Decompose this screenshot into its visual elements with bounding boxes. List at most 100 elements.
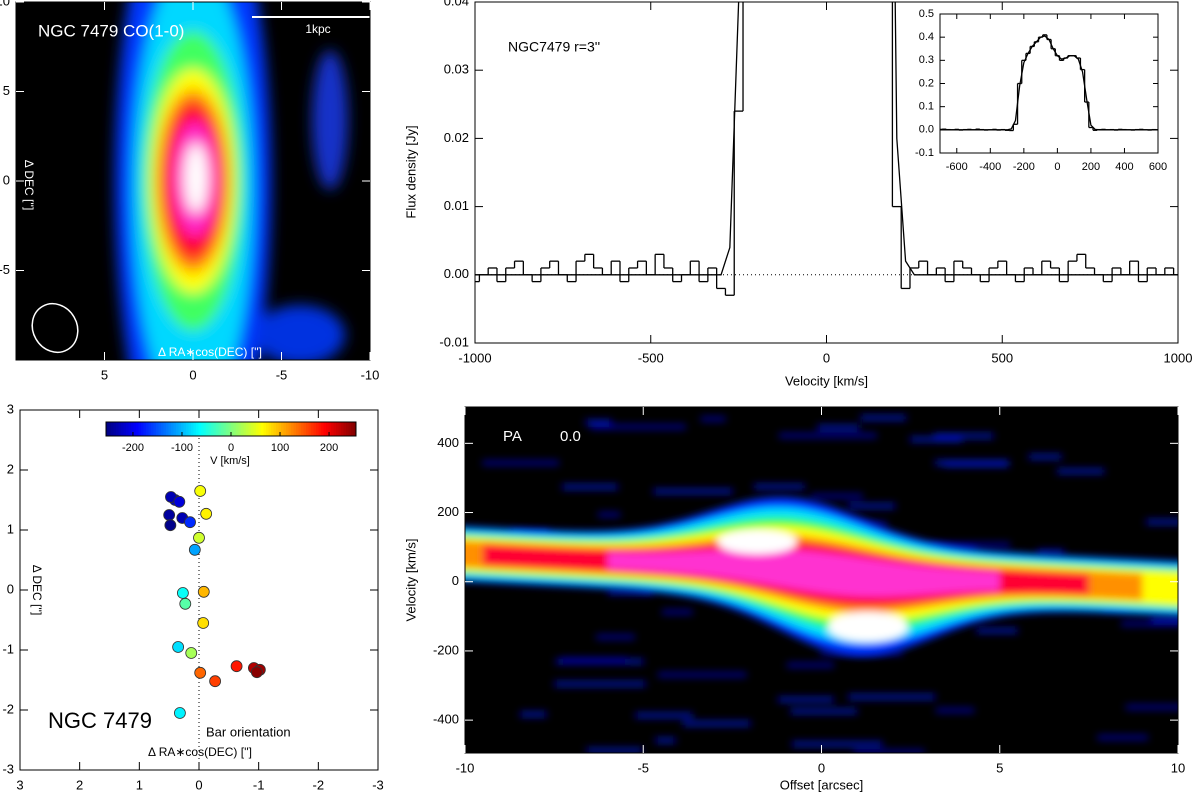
noise-streak	[778, 433, 877, 439]
pv-diagram	[465, 415, 1178, 753]
colorbar-segment	[148, 422, 152, 436]
colorbar-segment	[133, 422, 137, 436]
noise-streak	[817, 425, 860, 431]
intensity-contour	[184, 143, 208, 213]
noise-streak	[790, 708, 858, 714]
x-tick-label: 0	[818, 760, 825, 775]
noise-streak	[753, 484, 805, 490]
colorbar-segment	[128, 422, 132, 436]
colorbar-segment	[156, 422, 159, 436]
velocity-point	[194, 666, 207, 679]
y-axis-label: Flux density [Jy]	[403, 125, 418, 218]
x-tick-label: -400	[979, 161, 1001, 173]
colorbar-segment	[173, 422, 177, 436]
x-axis-label: Velocity [km/s]	[785, 373, 868, 388]
y-axis-label: Δ DEC ['']	[30, 565, 44, 616]
noise-streak	[655, 737, 676, 743]
velocity-point	[200, 507, 213, 520]
y-tick-label: 0.4	[919, 31, 934, 43]
y-tick-label: 10	[0, 0, 10, 8]
y-tick-label: 200	[437, 504, 459, 519]
colorbar-segment	[241, 422, 244, 436]
pa-label: PA	[503, 428, 522, 445]
colorbar-segment	[196, 422, 199, 436]
noise-streak	[934, 460, 1009, 466]
colorbar-segment	[351, 422, 354, 436]
y-tick-label: 0.00	[444, 266, 469, 281]
colorbar-segment	[208, 422, 212, 436]
colorbar-segment	[198, 422, 202, 436]
x-tick-label: 5	[996, 760, 1003, 775]
colorbar-segment	[298, 422, 302, 436]
x-tick-label: -5	[276, 367, 288, 382]
x-tick-label: 3	[16, 777, 23, 792]
colorbar-segment	[238, 422, 242, 436]
y-tick-label: 3	[7, 401, 14, 416]
x-tick-label: 0	[189, 367, 196, 382]
colorbar-segment	[333, 422, 337, 436]
noise-streak	[585, 419, 612, 425]
colorbar-segment	[178, 422, 182, 436]
colorbar-segment	[343, 422, 347, 436]
colorbar-segment	[176, 422, 179, 436]
y-axis-label: Velocity [km/s]	[403, 538, 418, 621]
y-tick-label: 0.04	[444, 0, 469, 8]
velocity-point	[209, 675, 222, 688]
colorbar-segment	[138, 422, 142, 436]
noise-streak	[596, 634, 635, 640]
colorbar-segment	[223, 422, 227, 436]
colorbar-segment	[311, 422, 314, 436]
noise-streak	[777, 697, 834, 703]
colorbar-segment	[188, 422, 192, 436]
points	[163, 485, 266, 719]
colorbar-segment	[331, 422, 334, 436]
colorbar-segment	[141, 422, 144, 436]
y-tick-label: 0.02	[444, 130, 469, 145]
colorbar-segment	[301, 422, 304, 436]
colorbar-segment	[266, 422, 269, 436]
colorbar-tick-label: 100	[271, 442, 289, 454]
y-tick-label: 0	[3, 172, 10, 187]
noise-streak	[635, 712, 693, 718]
colorbar-segment	[281, 422, 284, 436]
x-tick-label: 0	[823, 350, 830, 365]
colorbar-segment	[143, 422, 147, 436]
colorbar-tick-label: -200	[122, 442, 144, 454]
intensity-layers	[115, 2, 348, 360]
spectrum	[475, 2, 1178, 296]
colorbar-segment	[216, 422, 219, 436]
colorbar-tick-label: 200	[320, 442, 338, 454]
y-tick-label: 5	[3, 83, 10, 98]
colorbar-segment	[206, 422, 209, 436]
pa-value: 0.0	[560, 428, 581, 445]
colorbar-segment	[256, 422, 259, 436]
colorbar-segment	[243, 422, 247, 436]
pv-peak	[717, 529, 798, 554]
noise-streak	[597, 512, 621, 518]
pv-contour	[607, 548, 1000, 597]
noise-streak	[810, 493, 863, 499]
colorbar-segment	[228, 422, 232, 436]
velocity-point	[184, 516, 196, 529]
noise-streak	[1056, 468, 1105, 474]
noise-streak	[700, 416, 726, 422]
colorbar-segment	[271, 422, 274, 436]
x-tick-label: -10	[361, 367, 380, 382]
y-tick-label: 0.2	[919, 77, 934, 89]
noise-streak	[653, 488, 733, 494]
scale-bar-label: 1kpc	[305, 22, 330, 36]
x-axis-label: Offset [arcsec]	[780, 777, 864, 792]
colorbar-segment	[306, 422, 309, 436]
x-tick-label: -1	[253, 777, 265, 792]
colorbar-segment	[213, 422, 217, 436]
colorbar-segment	[288, 422, 292, 436]
velocity-point	[176, 587, 189, 599]
x-tick-label: -5	[637, 760, 649, 775]
x-tick-label: 0	[195, 777, 202, 792]
colorbar-segment	[303, 422, 307, 436]
colorbar-segment	[111, 422, 114, 436]
colorbar-segment	[153, 422, 157, 436]
colorbar-segment	[171, 422, 174, 436]
velocity-point	[197, 585, 210, 598]
